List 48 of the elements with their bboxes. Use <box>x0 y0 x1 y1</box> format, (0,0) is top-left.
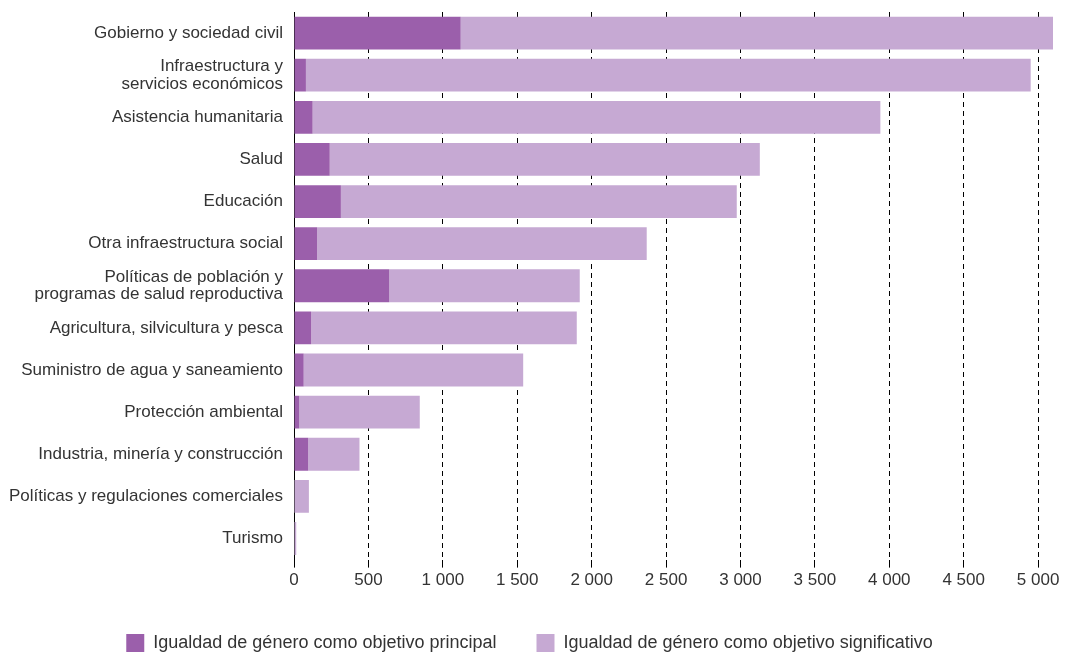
x-tick-label: 3 000 <box>719 570 762 590</box>
bar <box>303 353 524 387</box>
bar <box>294 185 341 218</box>
bar <box>312 100 881 134</box>
x-tick-label: 500 <box>354 570 383 590</box>
y-tick-label: Turismo <box>222 528 284 548</box>
bar <box>294 479 309 513</box>
x-tick-label: 3 500 <box>793 570 837 590</box>
bar <box>294 437 309 471</box>
bar <box>317 227 647 261</box>
bar <box>294 143 330 176</box>
x-tick-label: 1 000 <box>421 570 465 590</box>
y-tick-label: Asistencia humanitaria <box>111 107 284 126</box>
y-tick-label: Suministro de agua y saneamiento <box>21 359 284 379</box>
bar <box>294 353 304 387</box>
bar <box>305 58 1031 92</box>
bar <box>460 16 1053 50</box>
bar <box>294 269 390 303</box>
x-tick-label: 2 000 <box>570 570 613 590</box>
y-tick-label: Educación <box>203 191 284 211</box>
x-tick-label: 4 000 <box>868 570 911 590</box>
y-tick-label: Otra infraestructura social <box>88 233 284 253</box>
bar <box>340 185 737 218</box>
legend-label: Igualdad de género como objetivo principal <box>153 631 497 652</box>
y-tick-label: Salud <box>239 149 284 169</box>
bar <box>294 227 318 261</box>
x-tick-label: 1 500 <box>495 570 539 590</box>
y-tick-label: Políticas de población y programas de salud reproductiva <box>34 266 284 304</box>
bar <box>299 395 420 429</box>
y-tick-label: Políticas y regulaciones comerciales <box>8 486 284 506</box>
y-tick-label: Protección ambiental <box>124 401 284 421</box>
bar <box>311 311 577 345</box>
y-tick-label: Infraestructura y servicios económicos <box>121 55 284 93</box>
bar <box>294 16 461 50</box>
y-tick-label: Gobierno y sociedad civil <box>94 22 284 42</box>
bar <box>308 437 360 471</box>
x-tick-label: 2 500 <box>644 570 688 590</box>
y-tick-label: Industria, minería y construcción <box>38 443 284 463</box>
x-tick-label: 5 000 <box>1016 570 1060 590</box>
bar <box>294 100 313 134</box>
bar <box>294 311 312 345</box>
bar <box>294 58 306 92</box>
legend-label: Igualdad de género como objetivo significativo <box>563 631 933 652</box>
bar <box>329 143 760 176</box>
y-tick-label: Agricultura, silvicultura y pesca <box>49 317 284 337</box>
bar <box>389 269 580 303</box>
x-tick-label: 0 <box>289 570 299 590</box>
x-tick-label: 4 500 <box>942 570 985 590</box>
